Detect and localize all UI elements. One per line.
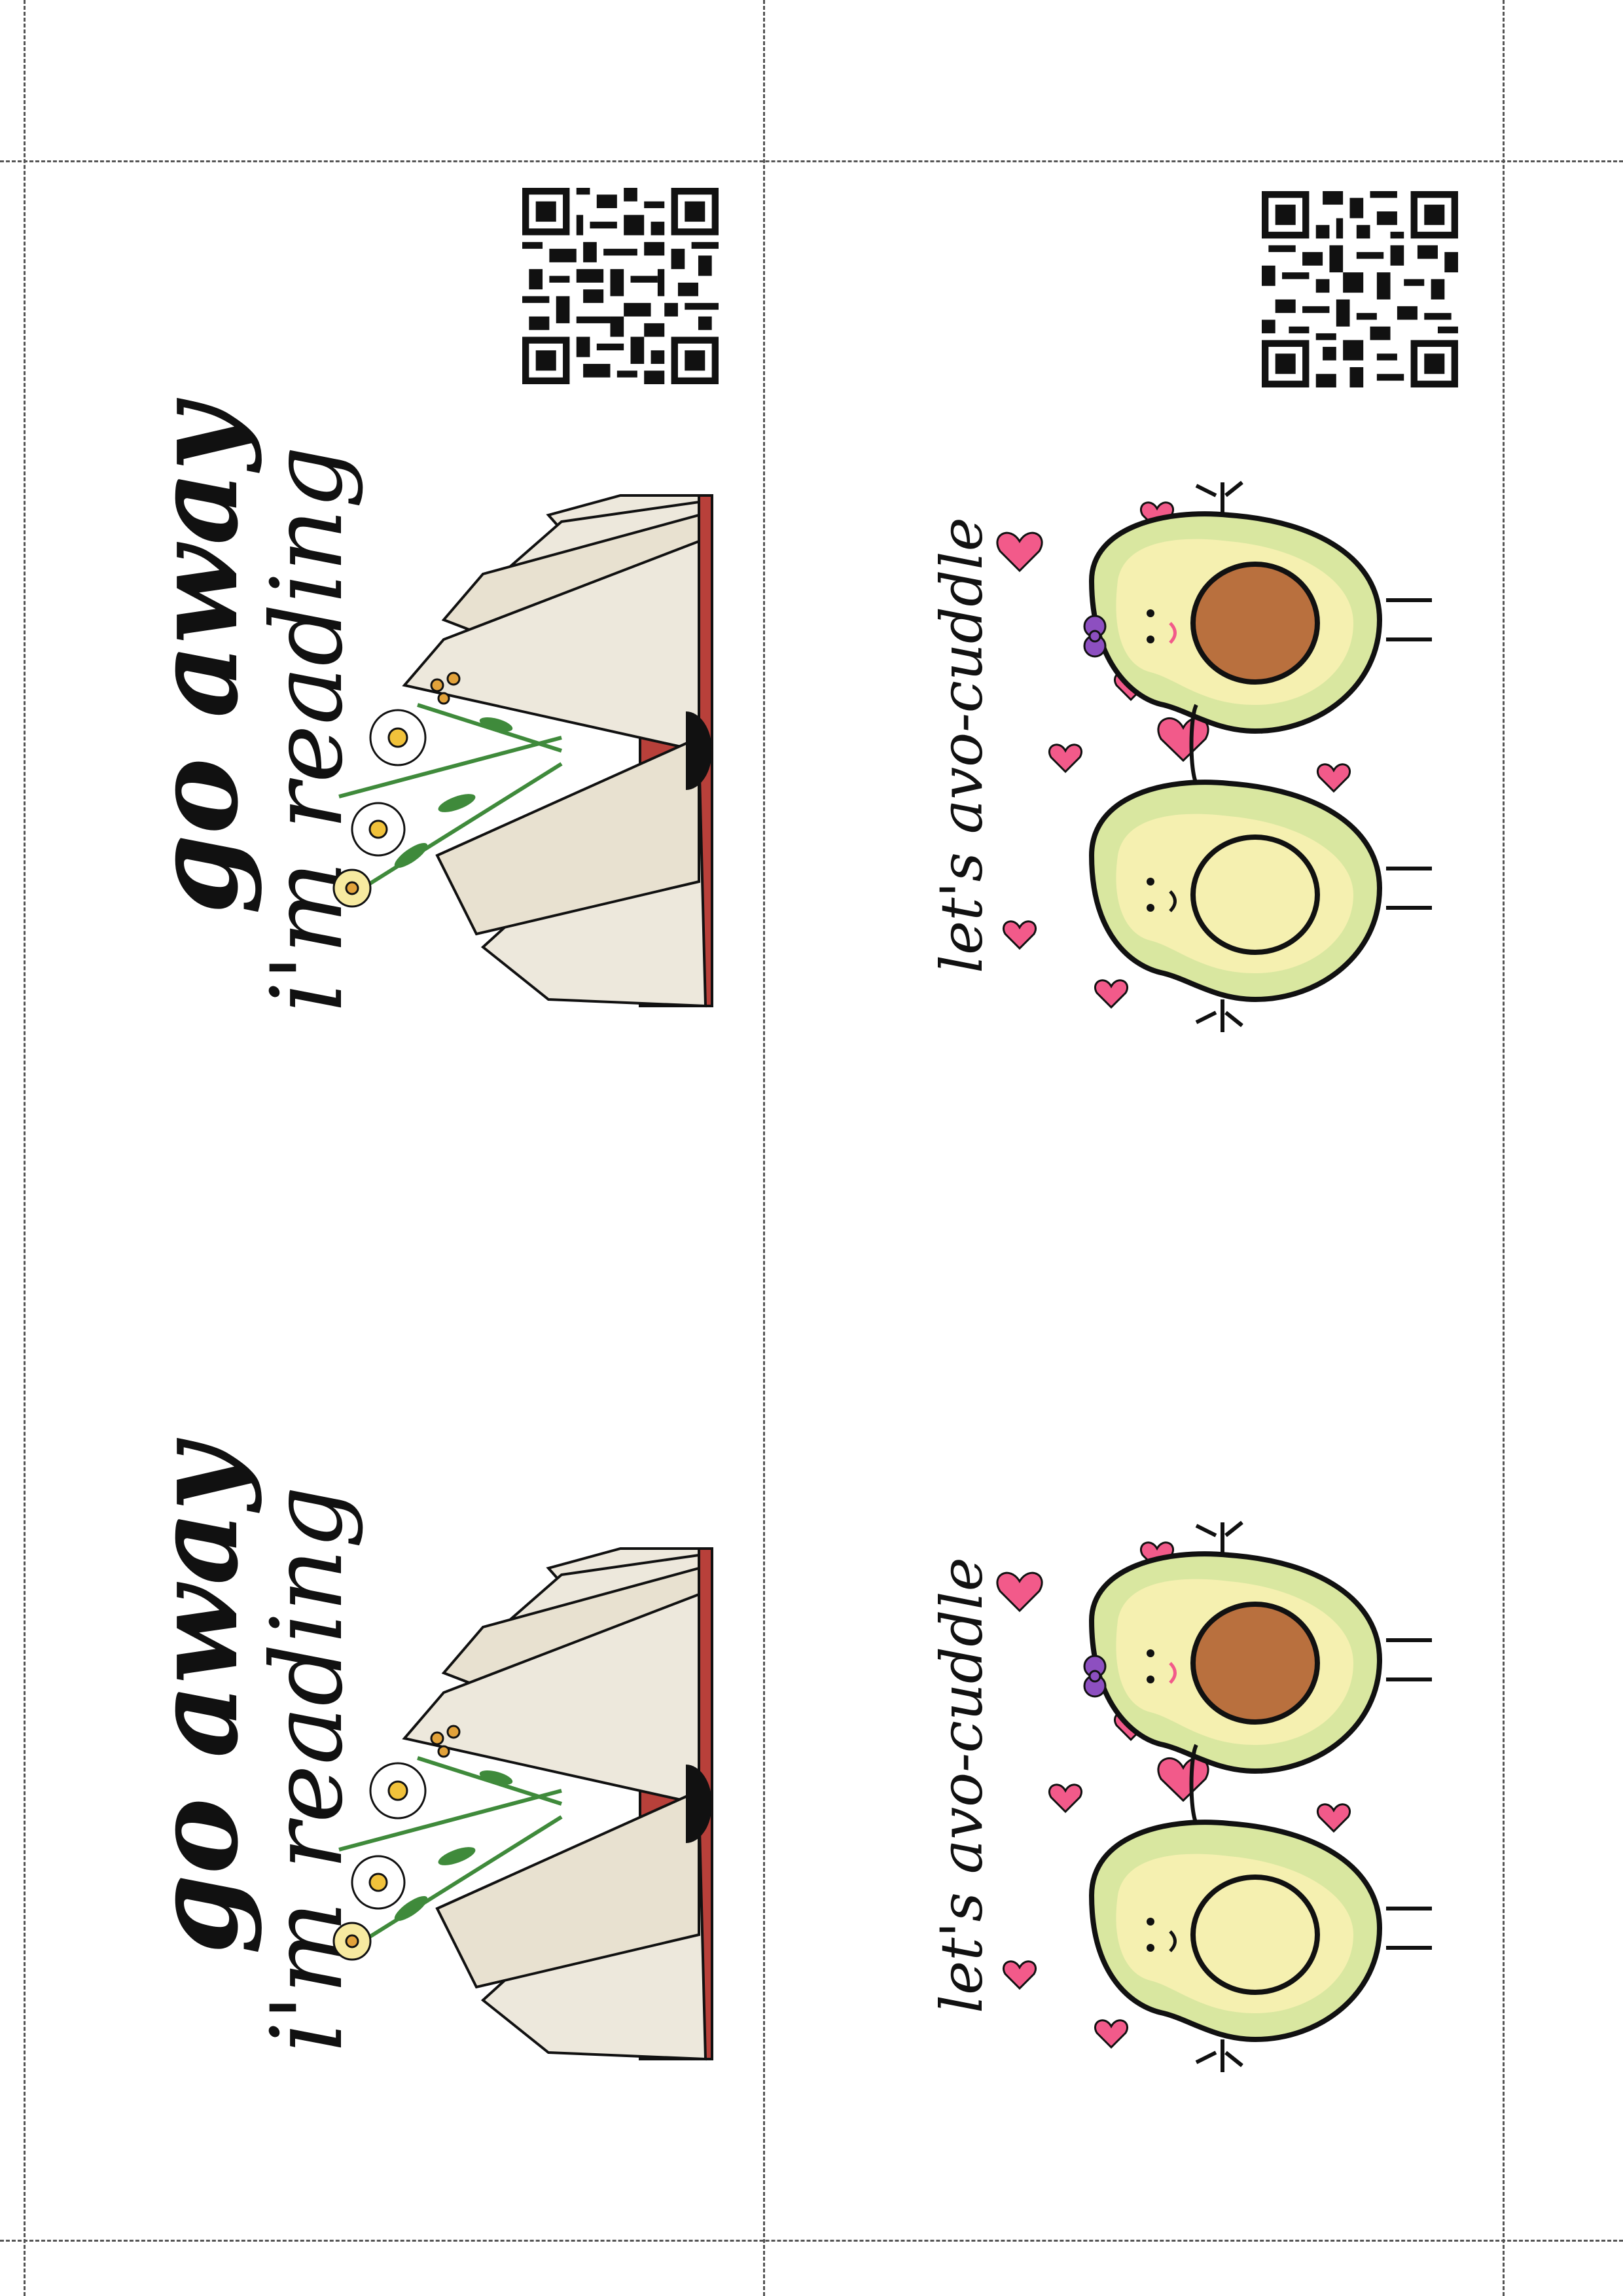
qr-code-icon: [1262, 191, 1458, 387]
open-book-flowers-illustration: [332, 1547, 713, 2061]
cut-line-top: [0, 160, 1623, 162]
open-book-flowers-illustration: [332, 494, 713, 1008]
bookmark-card-avocado-top: let's avo-cuddle: [764, 162, 1501, 1201]
qr-code-icon: [522, 188, 719, 384]
avocado-couple-illustration: [996, 1520, 1432, 2072]
avocado-couple-illustration: [996, 480, 1432, 1032]
card-title-line1: go away: [130, 1444, 264, 1954]
cut-line-bottom: [0, 2240, 1623, 2242]
bookmark-card-avocado-bottom: let's avo-cuddle: [764, 1202, 1501, 2238]
bookmark-card-book-top: go away i'm reading: [25, 162, 762, 1201]
bookmark-card-book-bottom: go away i'm reading: [25, 1202, 762, 2238]
cut-line-right: [1503, 0, 1505, 2296]
cut-line-left: [24, 0, 26, 2296]
card-title-line1: go away: [130, 404, 264, 914]
cut-line-middle: [763, 0, 765, 2296]
